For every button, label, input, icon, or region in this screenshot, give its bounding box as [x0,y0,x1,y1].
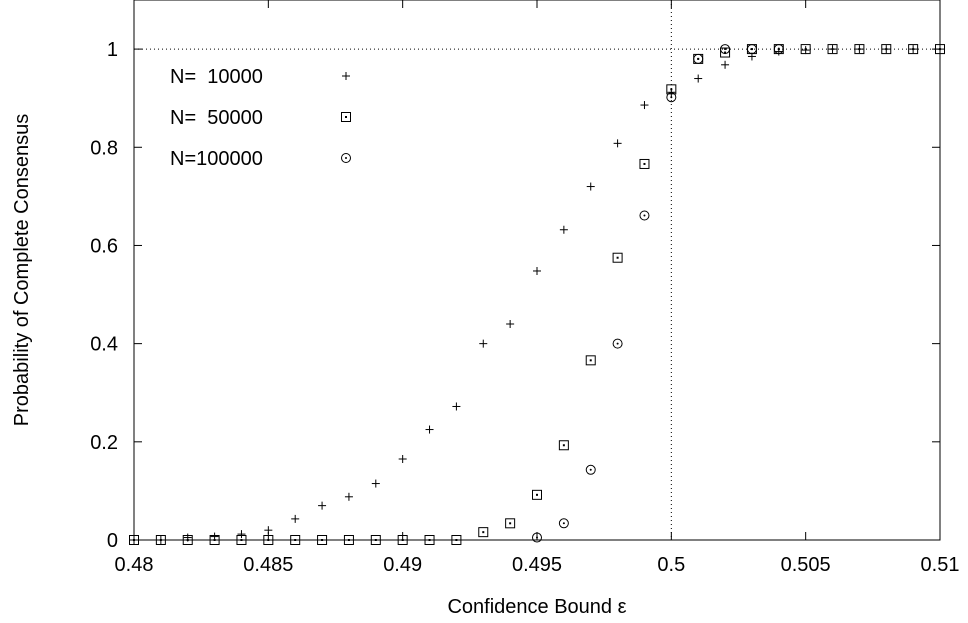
x-tick-label: 0.495 [512,554,562,576]
series-3 [532,44,784,543]
data-point [827,44,838,55]
data-point [452,402,461,411]
data-point [237,530,246,539]
data-point [881,44,892,55]
data-point [370,535,381,545]
x-tick-label: 0.485 [243,554,293,576]
data-point [344,492,353,501]
data-point [800,44,811,55]
data-point [532,532,542,543]
x-tick-label: 0.5 [657,554,685,576]
data-point [505,518,516,529]
data-point [612,252,623,263]
data-point [371,479,380,488]
legend-marker [342,72,350,80]
data-point [586,182,595,191]
data-point [479,339,488,348]
data-point [666,84,677,95]
data-point [935,44,945,55]
data-point [424,535,435,545]
data-point [478,527,489,538]
data-point [236,535,247,545]
data-point [746,44,757,55]
legend-label: N= 10000 [170,66,263,88]
data-point [640,101,649,110]
data-point [506,320,515,328]
data-point [694,74,703,83]
y-tick-label: 0.4 [90,334,118,356]
data-point [693,53,704,64]
x-tick-label: 0.49 [383,554,422,576]
data-point [397,535,408,545]
data-point [720,47,731,58]
y-tick-label: 0.6 [90,235,118,257]
legend: N= 10000 N= 50000 N=100000 [170,66,351,170]
data-point [854,44,865,55]
y-axis-title: Probability of Complete Consensus [11,114,33,426]
data-point [182,535,193,545]
data-point [721,60,730,69]
y-tick-label: 0.2 [90,432,118,454]
data-point [613,139,622,148]
data-point [558,518,569,529]
data-point [318,501,327,510]
data-point [398,455,407,463]
data-point [317,535,328,545]
data-point [559,225,568,234]
x-tick-label: 0.48 [115,554,154,576]
x-axis-title: Confidence Bound ε [447,596,626,618]
series-layer [129,44,945,545]
data-point [129,535,139,545]
data-point [209,535,220,545]
data-point [773,44,784,55]
y-tick-label: 0 [107,530,118,552]
axis-ticks [133,0,941,541]
data-point [532,489,542,500]
y-tick-label: 0.8 [90,137,118,159]
data-point [264,526,273,535]
data-point [451,535,462,545]
legend-marker [341,112,351,122]
data-point [612,338,623,349]
data-point [908,44,919,55]
data-point [666,92,677,103]
legend-marker [341,153,351,163]
data-point [585,464,596,475]
data-point [558,440,569,451]
data-point [425,425,434,434]
data-point [585,355,596,366]
data-point [290,535,301,545]
data-point [639,158,650,169]
x-tick-label: 0.505 [781,554,831,576]
data-point [291,514,300,523]
legend-label: N=100000 [170,148,263,170]
legend-label: N= 50000 [170,107,263,129]
data-point [720,44,731,55]
data-point [155,535,166,545]
x-tick-label: 0.51 [921,554,960,576]
y-tick-label: 1 [107,39,118,61]
data-point [639,210,650,221]
data-point [533,266,541,275]
tick-labels: 0.48 0.485 0.49 0.495 0.5 0.505 0.51 0 0.2 0.4 0.6… [90,39,959,576]
data-point [263,535,274,545]
data-point [343,535,354,545]
